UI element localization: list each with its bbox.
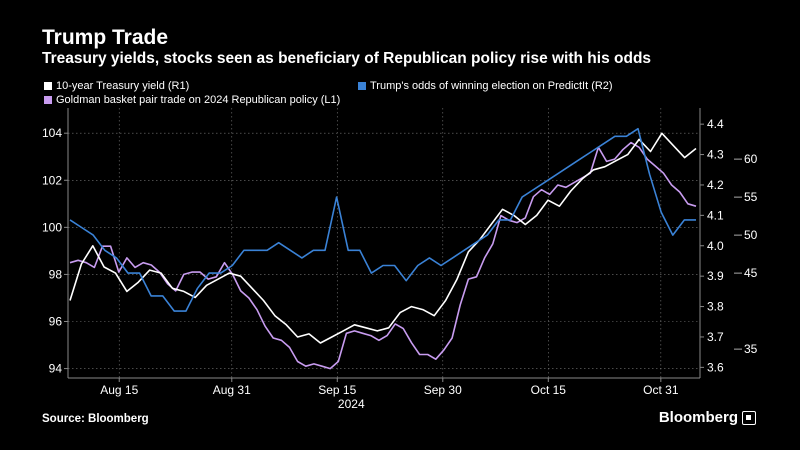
legend-label-predictit: Trump's odds of winning election on Pred…: [370, 80, 613, 92]
left-tick-label: 100: [42, 220, 62, 234]
series-line-right2: [69, 127, 696, 312]
axes: [64, 108, 742, 382]
legend-swatch-goldman: [44, 96, 52, 104]
chart-subtitle: Treasury yields, stocks seen as benefici…: [42, 50, 652, 67]
brand-logo: Bloomberg: [659, 409, 756, 426]
series-lines: [69, 127, 697, 370]
right2-tick-label: 50: [744, 228, 758, 242]
x-tick-label: Oct 15: [531, 383, 567, 397]
right1-tick-label: 3.7: [707, 330, 724, 344]
right1-tick-label: 3.6: [707, 360, 724, 374]
right1-tick-label: 4.4: [707, 117, 724, 131]
x-year-label: 2024: [338, 397, 365, 411]
x-tick-label: Aug 15: [100, 383, 138, 397]
grid-lines: [68, 108, 700, 378]
left-tick-label: 102: [42, 173, 62, 187]
legend-label-goldman: Goldman basket pair trade on 2024 Republ…: [56, 94, 341, 106]
x-tick-label: Sep 15: [318, 383, 356, 397]
legend-label-treasury: 10-year Treasury yield (R1): [56, 80, 190, 92]
right1-tick-label: 3.9: [707, 269, 724, 283]
right2-tick-label: 60: [744, 152, 758, 166]
legend-swatch-predictit: [358, 82, 366, 90]
legend-swatch-treasury: [44, 82, 52, 90]
x-tick-label: Sep 30: [424, 383, 462, 397]
left-tick-label: 98: [49, 267, 63, 281]
series-line-right1: [69, 132, 697, 344]
legend-item-goldman: Goldman basket pair trade on 2024 Republ…: [44, 94, 340, 106]
legend-item-predictit: Trump's odds of winning election on Pred…: [358, 80, 613, 92]
right1-tick-label: 4.1: [707, 208, 724, 222]
x-tick-label: Oct 31: [643, 383, 679, 397]
chart-title: Trump Trade: [42, 26, 169, 49]
legend-item-treasury: 10-year Treasury yield (R1): [44, 80, 189, 92]
right2-tick-label: 35: [744, 342, 758, 356]
right1-tick-label: 4.3: [707, 148, 724, 162]
right2-tick-label: 45: [744, 266, 758, 280]
right2-tick-label: 55: [744, 190, 758, 204]
right1-tick-label: 3.8: [707, 300, 724, 314]
left-tick-label: 104: [42, 126, 62, 140]
x-tick-label: Aug 31: [213, 383, 251, 397]
right1-tick-label: 4.0: [707, 239, 724, 253]
brand-mark-icon: [742, 410, 756, 425]
left-tick-label: 96: [49, 315, 63, 329]
tick-labels: 94 96 98 100 102 104 3.6 3.7 3.8 3.9 4.0 4.1 4.2 4.3 4…: [42, 117, 758, 411]
right1-tick-label: 4.2: [707, 178, 724, 192]
left-tick-label: 94: [49, 362, 63, 376]
brand-text: Bloomberg: [658, 409, 738, 426]
source-note: Source: Bloomberg: [42, 413, 149, 425]
series-line-left: [69, 141, 697, 370]
